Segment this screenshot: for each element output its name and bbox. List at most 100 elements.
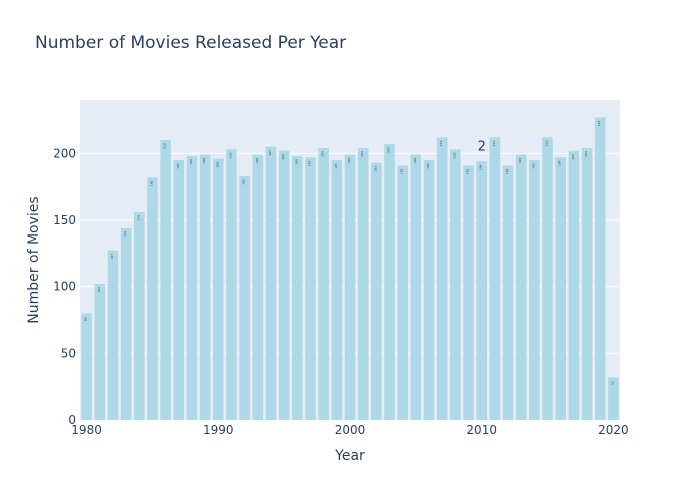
bar-1991 xyxy=(226,149,237,421)
x-tick-label: 2020 xyxy=(598,423,629,437)
bar-value-label: 197 xyxy=(558,160,562,166)
bar-value-label: 102 xyxy=(97,287,101,293)
bar-1986 xyxy=(160,140,171,420)
bar-1998 xyxy=(318,148,329,420)
bar-value-label: 196 xyxy=(215,162,219,168)
bar-value-label: 191 xyxy=(505,168,509,174)
bar-value-label: 191 xyxy=(400,168,404,174)
bars xyxy=(81,117,619,421)
bar-2008 xyxy=(450,149,461,421)
bar-1993 xyxy=(252,154,264,420)
bar-value-label: 199 xyxy=(413,158,417,164)
bar-1983 xyxy=(120,228,132,420)
bar-value-label: 212 xyxy=(439,140,443,146)
bar-1990 xyxy=(213,158,224,420)
bar-2001 xyxy=(357,148,369,420)
x-tick-label: 2010 xyxy=(466,423,497,437)
bar-2006 xyxy=(423,160,435,420)
bar-1981 xyxy=(94,284,106,420)
bar-value-label: 195 xyxy=(334,163,338,169)
bar-value-label: 202 xyxy=(571,154,575,160)
bar-value-label: 207 xyxy=(387,147,391,153)
bar-2014 xyxy=(529,160,540,420)
bar-value-label: 195 xyxy=(531,163,535,169)
chart-title: Number of Movies Released Per Year xyxy=(35,33,347,53)
bar-2011 xyxy=(489,137,501,421)
bar-1989 xyxy=(199,154,211,420)
bar-value-label: 194 xyxy=(479,164,483,170)
bar-value-label: 204 xyxy=(321,151,325,157)
bar-value-label: 199 xyxy=(202,158,206,164)
y-tick-label: 50 xyxy=(61,346,76,360)
y-tick-label: 150 xyxy=(53,213,76,227)
bar-value-label: 199 xyxy=(255,158,259,164)
bar-2007 xyxy=(436,137,448,421)
bar-labels: 80 102 127 144 156 182 210 195 198 199 196 203 183 19… xyxy=(84,120,615,385)
bar-value-label: 182 xyxy=(149,180,153,186)
bar-value-label: 127 xyxy=(110,254,114,260)
bar-value-label: 80 xyxy=(84,317,88,321)
y-tick-labels: 0 50 100 150 200 xyxy=(53,146,76,427)
y-tick-label: 0 xyxy=(68,413,76,427)
x-tick-label: 1990 xyxy=(203,423,234,437)
y-axis-label: Number of Movies xyxy=(26,196,42,323)
bar-1994 xyxy=(265,146,277,420)
bar-value-label: 227 xyxy=(597,120,601,126)
annotation-label: 2 xyxy=(478,140,486,155)
bar-value-label: 199 xyxy=(518,158,522,164)
bar-2012 xyxy=(502,165,514,420)
bar-value-label: 203 xyxy=(228,152,232,158)
bar-value-label: 191 xyxy=(466,168,470,174)
bar-2002 xyxy=(371,162,382,420)
bar-2017 xyxy=(568,150,580,420)
bar-1987 xyxy=(173,160,185,420)
bar-2010 xyxy=(476,161,487,421)
bar-1988 xyxy=(186,156,198,420)
bar-value-label: 212 xyxy=(492,140,496,146)
bar-value-label: 203 xyxy=(452,152,456,158)
bar-2000 xyxy=(344,154,356,420)
bar-2009 xyxy=(463,165,474,420)
bar-2018 xyxy=(581,148,593,420)
bar-value-label: 156 xyxy=(136,215,140,221)
bar-value-label: 197 xyxy=(307,160,311,166)
bar-1992 xyxy=(239,176,250,420)
bar-1999 xyxy=(331,160,343,420)
bar-value-label: 195 xyxy=(426,163,430,169)
bar-2004 xyxy=(397,165,408,420)
bar-1997 xyxy=(305,157,316,421)
bar-1982 xyxy=(107,250,119,420)
bar-value-label: 198 xyxy=(294,159,298,165)
bar-1985 xyxy=(147,177,158,420)
bar-1984 xyxy=(134,212,145,420)
bar-2016 xyxy=(555,157,566,421)
bar-2020 xyxy=(608,377,619,420)
x-tick-label: 1980 xyxy=(71,423,102,437)
bar-value-label: 204 xyxy=(584,151,588,157)
bar-value-label: 32 xyxy=(610,381,614,385)
bar-2019 xyxy=(594,117,606,420)
x-axis-label: Year xyxy=(334,448,365,464)
bar-2015 xyxy=(542,137,553,421)
y-tick-label: 100 xyxy=(53,280,76,294)
bar-value-label: 195 xyxy=(176,163,180,169)
bar-1995 xyxy=(278,150,290,420)
bar-value-label: 205 xyxy=(268,150,272,156)
bar-value-label: 193 xyxy=(373,166,377,172)
bar-1996 xyxy=(292,156,303,420)
bar-value-label: 198 xyxy=(189,159,193,165)
y-tick-label: 200 xyxy=(53,146,76,160)
bar-1980 xyxy=(81,313,92,420)
x-tick-labels: 1980 1990 2000 2010 2020 xyxy=(71,423,628,437)
bar-value-label: 144 xyxy=(123,231,127,237)
bar-2013 xyxy=(515,154,527,420)
bar-2005 xyxy=(410,154,422,420)
bar-value-label: 199 xyxy=(347,158,351,164)
bar-2003 xyxy=(384,144,395,420)
x-tick-label: 2000 xyxy=(335,423,366,437)
bar-value-label: 202 xyxy=(281,154,285,160)
bar-value-label: 204 xyxy=(360,151,364,157)
bar-value-label: 212 xyxy=(545,140,549,146)
bar-value-label: 183 xyxy=(242,179,246,185)
